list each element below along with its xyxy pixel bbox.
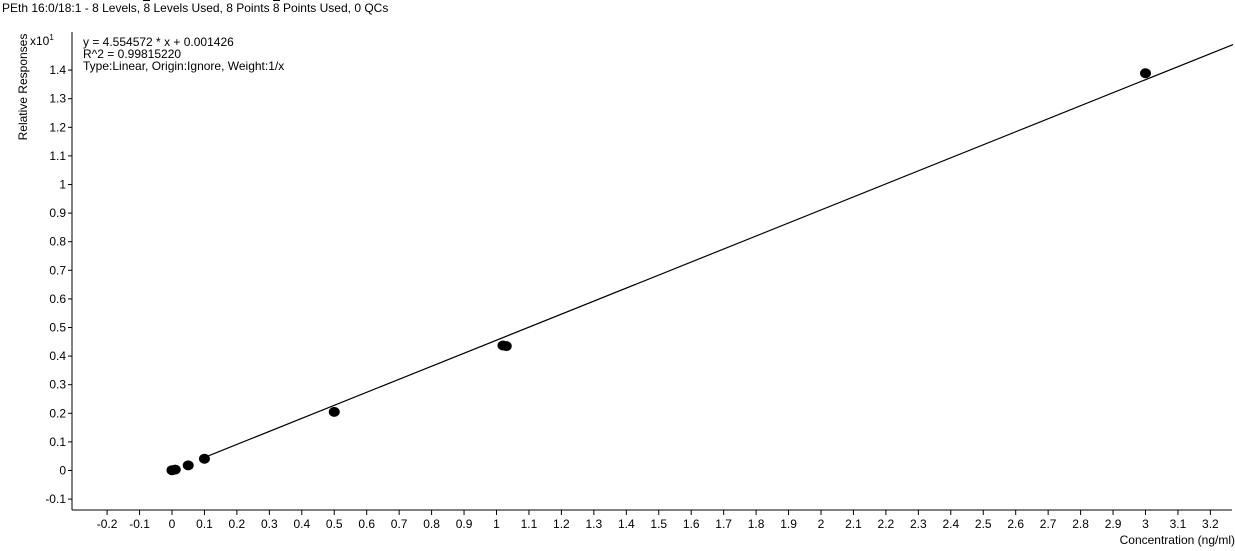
x-tick-label: 2.8 bbox=[1072, 517, 1089, 531]
x-tick-label: 1.2 bbox=[553, 517, 570, 531]
y-scale-factor: x101 bbox=[30, 33, 54, 48]
x-tick-label: 0.1 bbox=[196, 517, 213, 531]
data-point bbox=[1140, 68, 1151, 79]
x-tick-label: 3.2 bbox=[1202, 517, 1219, 531]
x-tick-label: 2.5 bbox=[975, 517, 992, 531]
x-tick-label: 2.6 bbox=[1007, 517, 1024, 531]
y-tick-label: 0 bbox=[59, 464, 66, 478]
data-point bbox=[198, 453, 210, 464]
y-tick-label: 0.3 bbox=[49, 378, 66, 392]
x-tick-label: 2.9 bbox=[1105, 517, 1122, 531]
x-tick-label: 1.9 bbox=[780, 517, 797, 531]
x-tick-label: 0.5 bbox=[326, 517, 343, 531]
x-tick-label: 2.7 bbox=[1040, 517, 1057, 531]
title-compound: PEth 16:0/18:1 bbox=[2, 1, 82, 15]
x-tick-label: 0.4 bbox=[293, 517, 310, 531]
x-tick-label: 0.2 bbox=[229, 517, 246, 531]
title-points-used: Points Used, 0 QCs bbox=[282, 1, 389, 15]
y-tick-label: 1 bbox=[59, 178, 66, 192]
y-tick-label: -0.1 bbox=[45, 492, 66, 506]
x-tick-label: 1.8 bbox=[748, 517, 765, 531]
x-tick-label: 2.1 bbox=[845, 517, 862, 531]
x-axis-label: Concentration (ng/ml) bbox=[1119, 533, 1235, 547]
y-tick-label: 1.2 bbox=[49, 120, 66, 134]
fit-r-squared: R^2 = 0.99815220 bbox=[83, 47, 182, 61]
x-tick-label: 1.1 bbox=[521, 517, 538, 531]
y-tick-label: 0.8 bbox=[49, 235, 66, 249]
x-tick-label: 1.3 bbox=[586, 517, 603, 531]
title-points-used-count: 8 bbox=[272, 0, 280, 15]
data-points bbox=[166, 68, 1151, 476]
x-tick-label: 0.9 bbox=[456, 517, 473, 531]
x-tick-label: -0.1 bbox=[129, 517, 150, 531]
y-tick-label: 0.2 bbox=[49, 406, 66, 420]
data-point bbox=[182, 460, 194, 471]
x-tick-label: 3 bbox=[1142, 517, 1149, 531]
x-tick-label: 2.4 bbox=[942, 517, 959, 531]
data-point bbox=[169, 464, 181, 475]
x-tick-label: 0.8 bbox=[423, 517, 440, 531]
x-ticks: -0.2 -0.1 0 0.1 0.2 0.3 0.4 0.5 0.6 0.7 0.8 0.9 1 1.1… bbox=[97, 510, 1219, 531]
fit-type: Type:Linear, Origin:Ignore, Weight:1/x bbox=[83, 59, 285, 73]
fit-line bbox=[204, 43, 1234, 458]
y-ticks: -0.1 0 0.1 0.2 0.3 0.4 0.5 0.6 0.7 0.8 0.9 1 1.1 1.2 1… bbox=[45, 63, 72, 506]
x-tick-label: -0.2 bbox=[97, 517, 118, 531]
fit-equation: y = 4.554572 * x + 0.001426 bbox=[83, 35, 234, 49]
y-tick-label: 0.1 bbox=[49, 435, 66, 449]
x-tick-label: 0.7 bbox=[391, 517, 408, 531]
title-levels: 8 Levels, bbox=[92, 1, 141, 15]
x-tick-label: 1.4 bbox=[618, 517, 635, 531]
y-tick-label: 1.1 bbox=[49, 149, 66, 163]
fit-line-group bbox=[204, 43, 1234, 458]
axes bbox=[71, 32, 1232, 511]
y-tick-label: 0.4 bbox=[49, 349, 66, 363]
x-tick-label: 1.7 bbox=[715, 517, 732, 531]
x-tick-label: 1 bbox=[493, 517, 500, 531]
y-tick-label: 0.6 bbox=[49, 292, 66, 306]
x-tick-label: 0.6 bbox=[358, 517, 375, 531]
x-tick-label: 1.6 bbox=[683, 517, 700, 531]
x-tick-label: 0.3 bbox=[261, 517, 278, 531]
x-tick-label: 2.2 bbox=[878, 517, 895, 531]
data-point bbox=[328, 406, 340, 417]
x-tick-label: 2 bbox=[818, 517, 825, 531]
data-point bbox=[500, 341, 512, 352]
y-tick-label: 1.3 bbox=[49, 92, 66, 106]
x-tick-label: 3.1 bbox=[1170, 517, 1187, 531]
x-tick-label: 0 bbox=[169, 517, 176, 531]
x-tick-label: 2.3 bbox=[910, 517, 927, 531]
title-levels-used: Levels Used, bbox=[153, 1, 223, 15]
x-tick-label: 1.5 bbox=[650, 517, 667, 531]
y-tick-label: 0.5 bbox=[49, 321, 66, 335]
y-tick-label: 0.9 bbox=[49, 206, 66, 220]
title-levels-used-count: 8 bbox=[143, 0, 151, 15]
y-tick-label: 0.7 bbox=[49, 263, 66, 277]
chart-title: PEth 16:0/18:1 - 8 Levels, 8 Levels Used… bbox=[2, 0, 389, 15]
y-tick-label: 1.4 bbox=[49, 63, 66, 77]
title-points: 8 Points bbox=[226, 1, 270, 15]
